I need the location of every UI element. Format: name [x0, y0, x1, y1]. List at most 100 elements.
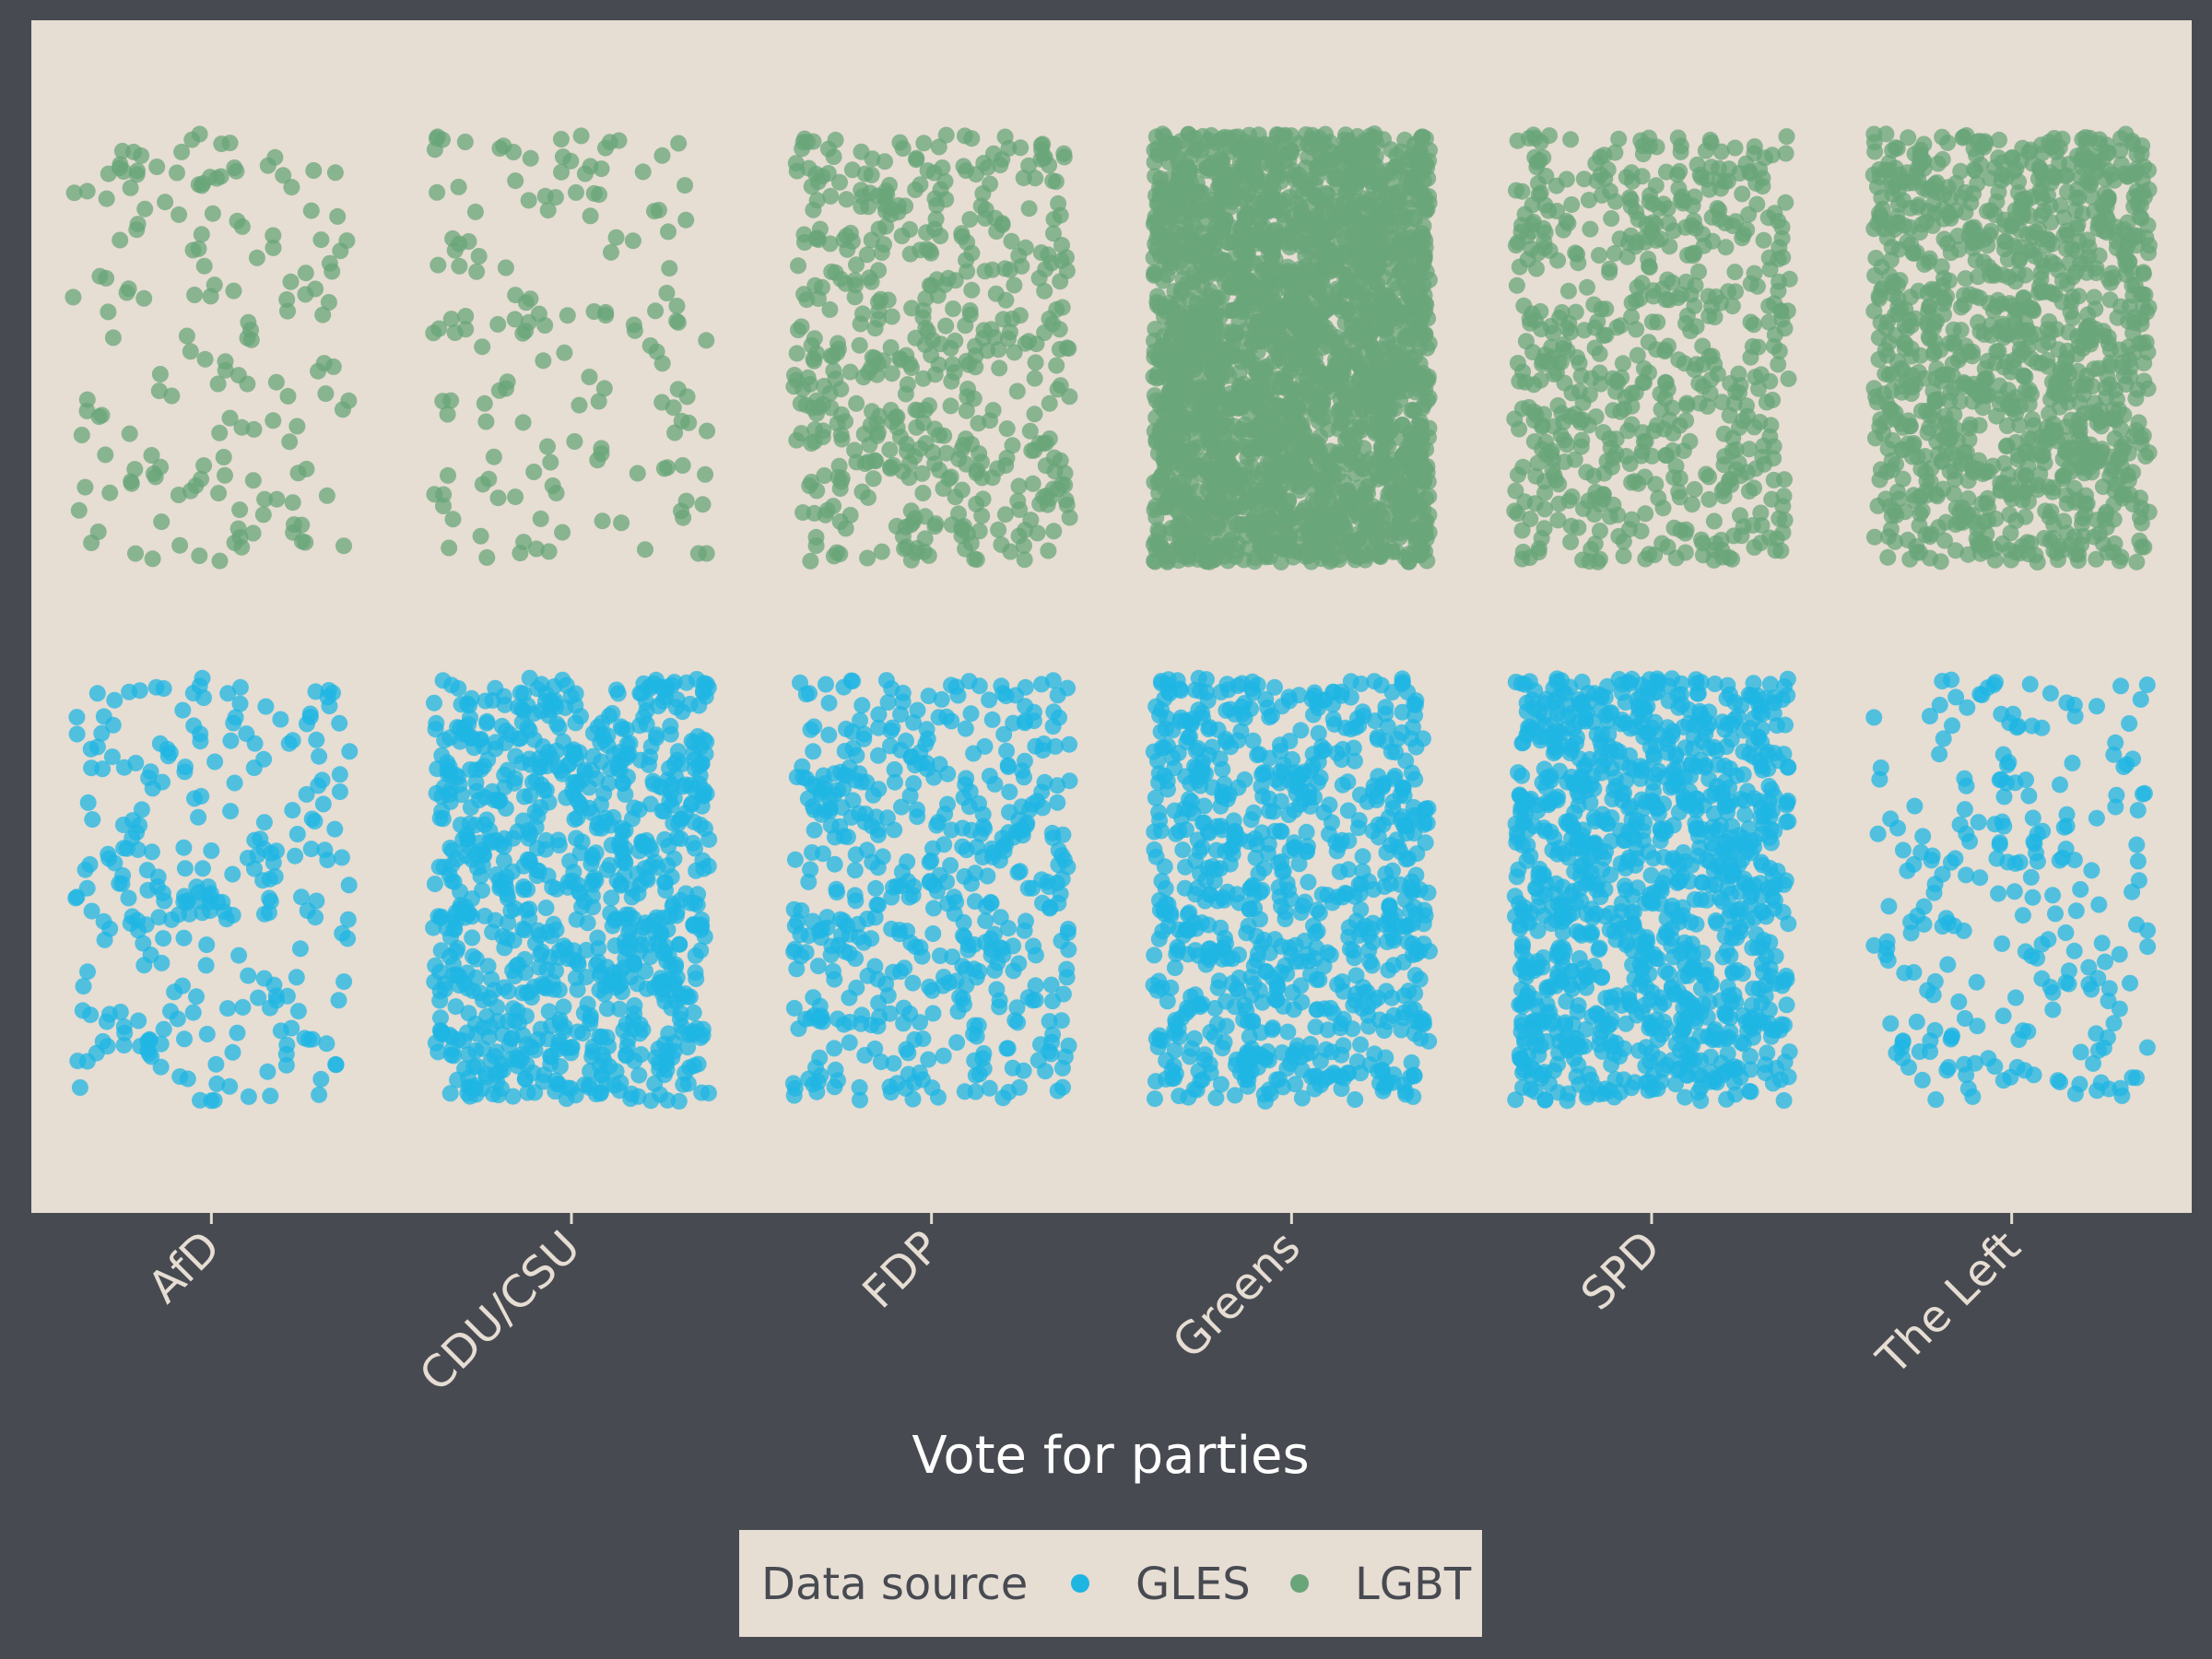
point-lgbt: [1270, 483, 1288, 500]
point-lgbt: [539, 202, 557, 219]
point-lgbt: [914, 370, 932, 387]
point-lgbt: [1920, 253, 1937, 271]
point-lgbt: [1621, 455, 1639, 473]
point-lgbt: [1982, 266, 1999, 284]
point-lgbt: [544, 477, 561, 494]
point-lgbt: [65, 288, 82, 306]
point-lgbt: [497, 259, 514, 276]
point-lgbt: [647, 302, 665, 320]
point-lgbt: [1698, 465, 1715, 483]
point-lgbt: [838, 191, 855, 208]
point-lgbt: [907, 182, 924, 198]
point-lgbt: [1305, 523, 1323, 540]
point-lgbt: [1703, 298, 1721, 315]
point-lgbt: [1308, 365, 1324, 382]
point-lgbt: [1665, 425, 1682, 442]
point-lgbt: [1532, 302, 1549, 320]
point-lgbt: [1211, 308, 1229, 325]
point-lgbt: [522, 290, 539, 308]
point-lgbt: [540, 543, 558, 560]
point-lgbt: [1240, 185, 1257, 203]
point-lgbt: [1934, 150, 1951, 168]
point-lgbt: [1871, 161, 1888, 178]
point-lgbt: [1654, 500, 1672, 517]
point-lgbt: [2033, 429, 2050, 445]
point-lgbt: [1562, 324, 1579, 341]
point-lgbt: [677, 177, 694, 194]
point-lgbt: [1749, 338, 1767, 356]
point-lgbt: [1579, 278, 1595, 296]
point-lgbt: [953, 481, 971, 499]
point-lgbt: [673, 412, 690, 429]
point-lgbt: [1233, 258, 1251, 276]
point-lgbt: [846, 441, 864, 459]
point-lgbt: [150, 382, 168, 400]
point-lgbt: [568, 183, 584, 201]
point-lgbt: [956, 127, 973, 145]
point-lgbt: [1778, 128, 1795, 146]
point-lgbt: [335, 537, 352, 555]
point-lgbt: [1705, 512, 1723, 530]
point-lgbt: [882, 402, 900, 418]
point-lgbt: [1306, 387, 1324, 405]
point-lgbt: [1001, 324, 1018, 341]
point-lgbt: [1926, 205, 1944, 222]
point-lgbt: [1055, 148, 1073, 166]
point-lgbt: [2015, 206, 2032, 223]
point-lgbt: [1010, 527, 1028, 545]
point-lgbt: [1657, 291, 1675, 308]
point-lgbt: [1621, 189, 1639, 206]
point-lgbt: [1388, 183, 1406, 201]
point-lgbt: [943, 372, 960, 390]
point-lgbt: [827, 264, 844, 281]
point-lgbt: [1265, 353, 1282, 371]
point-lgbt: [1171, 238, 1188, 255]
point-lgbt: [883, 308, 900, 325]
point-lgbt: [853, 143, 870, 160]
point-lgbt: [1306, 481, 1324, 499]
point-lgbt: [122, 179, 139, 196]
point-lgbt: [1056, 477, 1074, 494]
point-lgbt: [1309, 231, 1326, 249]
point-lgbt: [1682, 323, 1700, 340]
point-lgbt: [2001, 295, 2018, 312]
point-lgbt: [967, 359, 984, 376]
point-lgbt: [1161, 259, 1179, 276]
point-lgbt: [1522, 511, 1539, 528]
point-lgbt: [2032, 270, 2050, 288]
point-lgbt: [897, 197, 914, 215]
point-lgbt: [1979, 203, 1995, 220]
point-lgbt: [1990, 149, 2007, 167]
point-lgbt: [1311, 446, 1327, 464]
point-lgbt: [1591, 247, 1607, 264]
point-lgbt: [1623, 416, 1641, 433]
point-lgbt: [1559, 215, 1577, 232]
point-lgbt: [806, 504, 823, 522]
point-lgbt: [882, 339, 900, 356]
point-lgbt: [2014, 139, 2031, 157]
point-lgbt: [1558, 171, 1575, 188]
point-lgbt: [1683, 496, 1700, 513]
point-lgbt: [1017, 335, 1034, 352]
point-lgbt: [2053, 272, 2071, 289]
point-lgbt: [858, 246, 876, 264]
point-lgbt: [1049, 381, 1066, 398]
point-lgbt: [1506, 502, 1524, 520]
point-lgbt: [1174, 270, 1192, 288]
point-lgbt: [1971, 417, 1988, 434]
point-lgbt: [1385, 336, 1403, 354]
point-lgbt: [1377, 322, 1394, 339]
point-lgbt: [1261, 245, 1278, 263]
point-lgbt: [1900, 174, 1917, 192]
point-lgbt: [1369, 501, 1386, 519]
point-lgbt: [1058, 496, 1076, 513]
point-lgbt: [581, 369, 598, 385]
point-lgbt: [1628, 291, 1645, 309]
point-lgbt: [1883, 382, 1900, 399]
point-lgbt: [522, 149, 539, 167]
point-lgbt: [1200, 259, 1218, 276]
point-lgbt: [809, 173, 827, 191]
point-lgbt: [973, 453, 990, 471]
point-lgbt: [293, 516, 311, 534]
point-lgbt: [1544, 348, 1561, 366]
